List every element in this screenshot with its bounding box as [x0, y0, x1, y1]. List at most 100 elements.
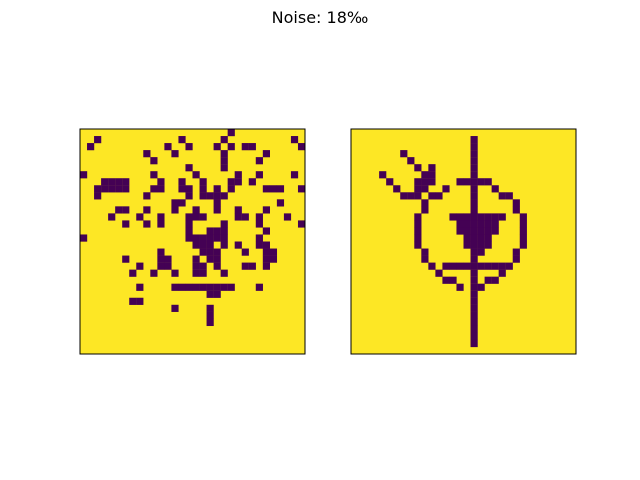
heatmap-cell [213, 248, 221, 256]
heatmap-cell [206, 192, 214, 200]
heatmap-cell [400, 192, 408, 200]
heatmap-cell [213, 206, 221, 214]
heatmap-cell [192, 234, 200, 242]
heatmap-cell [421, 171, 429, 179]
heatmap-cell [519, 227, 527, 235]
heatmap-cell [213, 290, 221, 298]
heatmap-cell [185, 220, 193, 228]
heatmap-cell [171, 283, 179, 291]
heatmap-cell [206, 283, 214, 291]
heatmap-cell [192, 283, 200, 291]
heatmap-cell [484, 178, 492, 186]
heatmap-cell [234, 213, 242, 221]
heatmap-cell [442, 262, 450, 270]
heatmap-cell [164, 262, 172, 270]
heatmap-cell [463, 178, 471, 186]
heatmap-cell [269, 185, 278, 193]
heatmap-cell [470, 248, 478, 256]
heatmap-cell [122, 255, 130, 263]
heatmap-cell [463, 220, 471, 228]
heatmap-cell [192, 255, 200, 263]
heatmap-cell [449, 213, 457, 221]
heatmap-cell [220, 192, 228, 200]
heatmap-cell [456, 262, 464, 270]
heatmap-cell [470, 255, 478, 263]
heatmap-cell [470, 220, 478, 228]
heatmap-cell [393, 185, 401, 193]
heatmap-cell [435, 269, 443, 277]
heatmap-cell [199, 234, 207, 242]
heatmap-cell [290, 136, 299, 144]
heatmap-cell [477, 227, 485, 235]
heatmap-cell [157, 255, 165, 263]
heatmap-cell [101, 185, 109, 193]
heatmap-cell [484, 276, 492, 284]
heatmap-cell [192, 171, 200, 179]
heatmap-cell [262, 150, 270, 158]
heatmap-cell [428, 178, 436, 186]
heatmap-cell [498, 262, 506, 270]
heatmap-cell [178, 185, 186, 193]
heatmap-cell [206, 255, 214, 263]
heatmap-cell [122, 220, 130, 228]
heatmap-cell [512, 255, 520, 263]
heatmap-cell [512, 199, 520, 207]
heatmap-cell [80, 234, 88, 242]
heatmap-cell [421, 255, 429, 263]
heatmap-cell [178, 283, 186, 291]
heatmap-cell [470, 276, 478, 284]
heatmap-cell [456, 220, 464, 228]
heatmap-cell [185, 164, 193, 172]
heatmap-cell [220, 283, 228, 291]
heatmap-cell [199, 213, 207, 221]
heatmap-cell [470, 227, 478, 235]
heatmap-cell [470, 213, 478, 221]
heatmap-cell [470, 241, 478, 249]
axes-frame [350, 128, 577, 355]
heatmap-cell [470, 297, 478, 305]
heatmap-cell [421, 178, 429, 186]
heatmap-cell [220, 227, 228, 235]
heatmap-cell [442, 276, 450, 284]
heatmap-cell [470, 304, 478, 312]
heatmap-cell [213, 185, 221, 193]
heatmap-cell [227, 283, 235, 291]
heatmap-cell [213, 283, 221, 291]
heatmap-cell [463, 262, 471, 270]
heatmap-cell [477, 262, 485, 270]
heatmap-cell [463, 234, 471, 242]
heatmap-cell [255, 213, 263, 221]
heatmap-cell [512, 248, 520, 256]
heatmap-cell [262, 262, 270, 270]
heatmap-cell [428, 164, 436, 172]
heatmap-cell [241, 248, 249, 256]
heatmap-cell [185, 192, 193, 200]
heatmap-cell [470, 283, 478, 291]
heatmap-cell [255, 241, 263, 249]
heatmap-cell [150, 171, 158, 179]
heatmap-cell [213, 143, 221, 151]
heatmap-cell [498, 192, 506, 200]
heatmap-cell [213, 262, 221, 270]
heatmap-cell [449, 276, 457, 284]
heatmap-cell [199, 262, 207, 270]
heatmap-cell [227, 129, 235, 137]
heatmap-cell [108, 178, 116, 186]
heatmap-cell [477, 234, 485, 242]
heatmap-cell [171, 269, 179, 277]
heatmap-cell [470, 339, 478, 348]
heatmap-panel-noisy [79, 128, 306, 355]
heatmap-cell [255, 220, 263, 228]
heatmap-cell [512, 206, 520, 214]
heatmap-cell [241, 143, 249, 151]
heatmap-cell [255, 171, 263, 179]
heatmap-cell [157, 220, 165, 228]
heatmap-cell [129, 269, 137, 277]
heatmap-cell [491, 185, 499, 193]
heatmap-cell [449, 262, 457, 270]
heatmap-cell [470, 164, 478, 172]
heatmap-cell [80, 171, 88, 179]
heatmap-cell [150, 185, 158, 193]
heatmap-cell [255, 283, 263, 291]
heatmap-cell [470, 157, 478, 165]
